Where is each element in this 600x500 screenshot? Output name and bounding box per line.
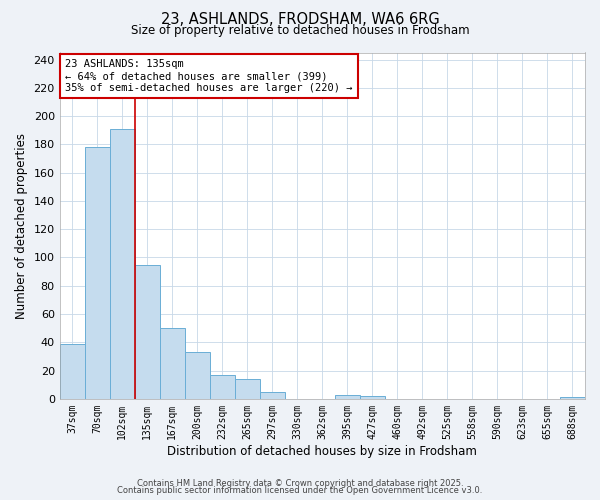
- Bar: [360, 396, 385, 399]
- Text: 23 ASHLANDS: 135sqm
← 64% of detached houses are smaller (399)
35% of semi-detac: 23 ASHLANDS: 135sqm ← 64% of detached ho…: [65, 60, 352, 92]
- Text: 23, ASHLANDS, FRODSHAM, WA6 6RG: 23, ASHLANDS, FRODSHAM, WA6 6RG: [161, 12, 439, 28]
- Y-axis label: Number of detached properties: Number of detached properties: [15, 132, 28, 318]
- Text: Contains HM Land Registry data © Crown copyright and database right 2025.: Contains HM Land Registry data © Crown c…: [137, 478, 463, 488]
- Bar: [210, 375, 235, 399]
- Bar: [110, 129, 135, 399]
- Bar: [560, 398, 585, 399]
- Bar: [85, 147, 110, 399]
- Text: Contains public sector information licensed under the Open Government Licence v3: Contains public sector information licen…: [118, 486, 482, 495]
- Bar: [59, 344, 85, 399]
- Bar: [335, 394, 360, 399]
- Bar: [160, 328, 185, 399]
- Bar: [235, 379, 260, 399]
- X-axis label: Distribution of detached houses by size in Frodsham: Distribution of detached houses by size …: [167, 444, 477, 458]
- Text: Size of property relative to detached houses in Frodsham: Size of property relative to detached ho…: [131, 24, 469, 37]
- Bar: [260, 392, 285, 399]
- Bar: [185, 352, 210, 399]
- Bar: [135, 264, 160, 399]
